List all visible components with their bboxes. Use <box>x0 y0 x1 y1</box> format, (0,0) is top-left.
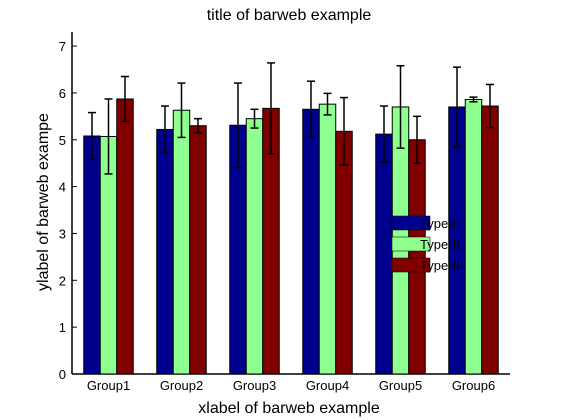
legend-entry-label: Type-II <box>420 237 460 252</box>
bar <box>156 128 174 375</box>
x-axis-label: xlabel of barweb example <box>198 400 380 417</box>
bar <box>172 109 191 375</box>
x-tick-label: Group6 <box>452 378 495 393</box>
bar <box>116 98 134 375</box>
y-tick-label: 7 <box>59 39 66 54</box>
y-tick-label: 4 <box>59 180 66 195</box>
y-tick-label: 0 <box>59 367 66 382</box>
bar <box>464 98 483 375</box>
y-axis-label: ylabel of barweb exampe <box>35 113 52 291</box>
x-tick-label: Group1 <box>87 378 130 393</box>
bar <box>481 105 499 375</box>
bar <box>83 135 101 375</box>
bar <box>375 133 393 375</box>
y-tick-label: 3 <box>59 226 66 241</box>
y-tick-label: 5 <box>59 133 66 148</box>
bar <box>335 130 353 375</box>
y-tick-label: 2 <box>59 273 66 288</box>
legend-entry-label: Type-I <box>420 216 456 231</box>
plot-area: 0 1 2 3 4 5 6 7 Group1 Group2 Group3 Group4 Group5 Gr… <box>59 32 510 393</box>
x-tick-label: Group3 <box>233 378 276 393</box>
bar <box>189 125 207 375</box>
x-tick-label: Group4 <box>306 378 349 393</box>
y-tick-label: 1 <box>59 320 66 335</box>
legend-entry-label: Type-III <box>420 258 463 273</box>
bar <box>302 108 320 375</box>
y-tick-label: 6 <box>59 86 66 101</box>
bar <box>245 118 264 375</box>
chart-title: title of barweb example <box>207 7 372 24</box>
x-tick-label: Group2 <box>160 378 203 393</box>
x-tick-label: Group5 <box>379 378 422 393</box>
legend: Type-I Type-II Type-III <box>391 215 463 273</box>
legend-swatch <box>391 215 431 231</box>
bar <box>408 139 426 375</box>
legend-swatch <box>391 257 431 273</box>
bar <box>318 103 337 375</box>
legend-swatch <box>391 236 431 252</box>
